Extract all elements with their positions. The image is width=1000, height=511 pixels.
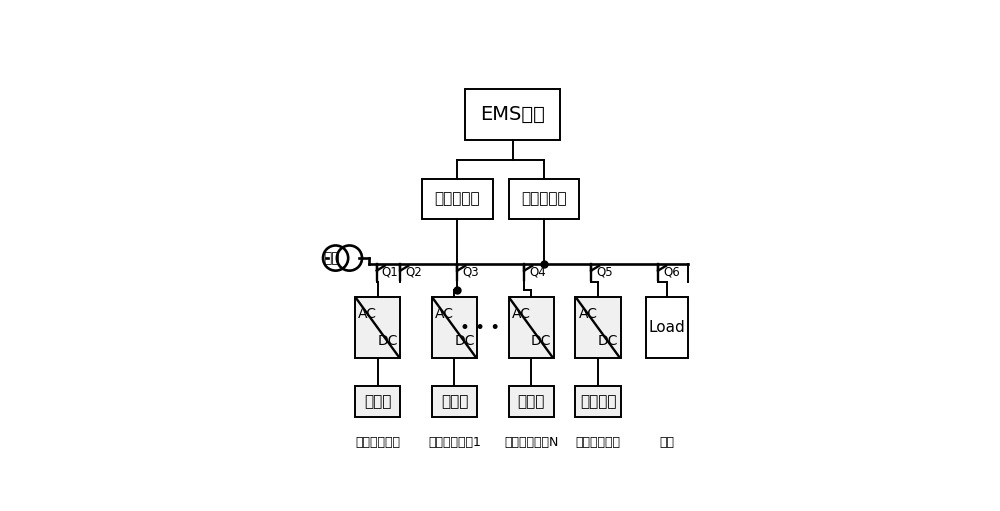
Text: Q5: Q5 [596,266,613,279]
Text: 蓄电池: 蓄电池 [441,394,468,409]
Text: • • •: • • • [460,319,500,337]
Bar [575,297,621,358]
Bar [509,386,554,417]
Text: Q3: Q3 [463,266,479,279]
Bar [575,386,621,417]
Text: 电网: 电网 [323,251,340,265]
Text: DC: DC [454,334,475,349]
Bar [355,386,400,417]
Text: 微网控制器: 微网控制器 [521,192,567,206]
Text: 从储能变流器N: 从储能变流器N [504,436,558,449]
Text: 蓄电池: 蓄电池 [364,394,391,409]
Text: DC: DC [598,334,618,349]
Text: Q6: Q6 [663,266,680,279]
Text: 从储能变流全1: 从储能变流全1 [428,436,481,449]
Bar [355,297,400,358]
Text: DC: DC [531,334,551,349]
Bar [432,297,477,358]
Bar [465,89,560,140]
Text: AC: AC [512,308,531,321]
Text: 串口服务器: 串口服务器 [435,192,480,206]
Text: 负载: 负载 [659,436,674,449]
Text: EMS系统: EMS系统 [480,105,545,124]
Text: AC: AC [579,308,598,321]
Text: 蓄电池: 蓄电池 [518,394,545,409]
Text: DC: DC [377,334,398,349]
Text: 光伏组件: 光伏组件 [580,394,616,409]
Bar [432,386,477,417]
Text: 主储能变流器: 主储能变流器 [355,436,400,449]
Bar [422,179,493,219]
Bar [509,297,554,358]
Bar [646,297,688,358]
Bar [509,179,579,219]
Text: Load: Load [649,320,685,335]
Text: AC: AC [435,308,454,321]
Text: 光伏发电系统: 光伏发电系统 [576,436,621,449]
Text: Q4: Q4 [529,266,546,279]
Text: Q2: Q2 [405,266,422,279]
Text: Q1: Q1 [382,266,399,279]
Text: AC: AC [358,308,377,321]
